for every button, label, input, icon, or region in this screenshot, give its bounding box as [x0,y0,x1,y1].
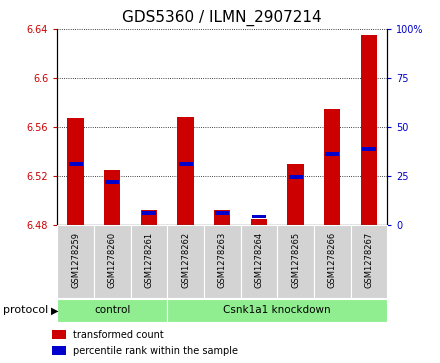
Bar [314,225,351,298]
Title: GDS5360 / ILMN_2907214: GDS5360 / ILMN_2907214 [122,10,322,26]
Text: Csnk1a1 knockdown: Csnk1a1 knockdown [224,305,331,315]
Bar [94,225,131,298]
Bar [362,147,376,151]
Bar [167,225,204,298]
Bar [289,175,303,179]
Bar [57,225,94,298]
Text: GSM1278266: GSM1278266 [328,232,337,288]
Bar [52,330,66,339]
Text: GSM1278261: GSM1278261 [144,232,154,288]
Bar [325,152,339,156]
Bar [204,225,241,298]
Bar [69,162,83,166]
Bar [215,211,229,215]
Bar [351,225,387,298]
Bar [167,299,387,322]
Bar [57,299,167,322]
Text: ▶: ▶ [51,305,58,315]
Text: protocol: protocol [3,305,48,315]
Text: control: control [94,305,130,315]
Bar [177,117,194,225]
Text: GSM1278264: GSM1278264 [254,232,264,288]
Text: GSM1278265: GSM1278265 [291,232,300,288]
Bar [179,162,193,166]
Text: GSM1278260: GSM1278260 [108,232,117,288]
Bar [277,225,314,298]
Text: transformed count: transformed count [73,330,164,339]
Bar [252,215,266,218]
Bar [361,35,377,225]
Bar [324,109,341,225]
Bar [67,118,84,225]
Bar [214,211,231,225]
Text: GSM1278263: GSM1278263 [218,232,227,288]
Bar [131,225,167,298]
Bar [52,346,66,355]
Text: GSM1278259: GSM1278259 [71,232,80,288]
Text: GSM1278262: GSM1278262 [181,232,190,288]
Bar [287,164,304,225]
Text: percentile rank within the sample: percentile rank within the sample [73,346,238,356]
Bar [104,170,121,225]
Bar [241,225,277,298]
Text: GSM1278267: GSM1278267 [364,232,374,288]
Bar [105,180,119,184]
Bar [251,219,267,225]
Bar [141,211,157,225]
Bar [142,211,156,215]
